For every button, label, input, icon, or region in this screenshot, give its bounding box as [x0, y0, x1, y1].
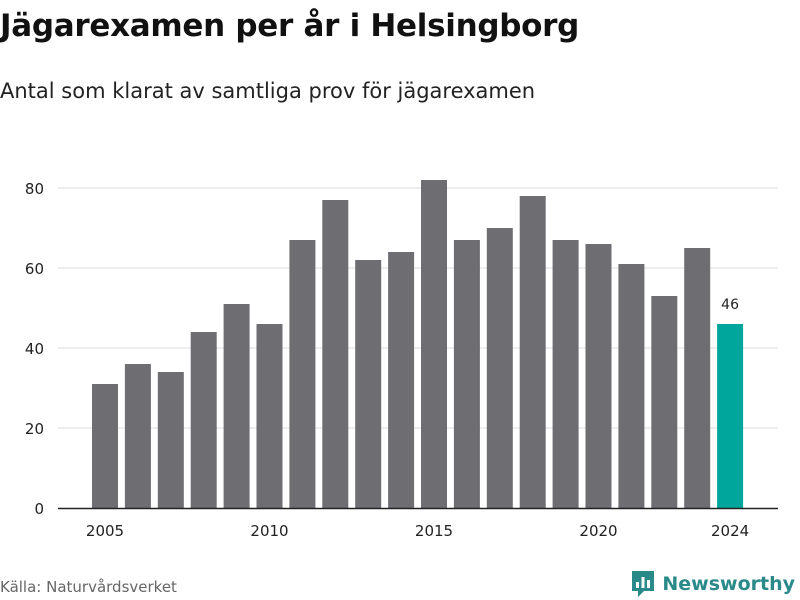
newsworthy-chart-logo-icon: [632, 571, 655, 597]
chart-subtitle: Antal som klarat av samtliga prov för jä…: [0, 79, 536, 103]
bar-2017: [486, 228, 513, 508]
chart-title: Jägarexamen per år i Helsingborg: [0, 8, 579, 44]
x-tick-label-2024: 2024: [711, 522, 749, 540]
bar-2020: [585, 244, 612, 508]
bar-2005: [92, 384, 118, 508]
bar-2008: [190, 332, 217, 508]
bars: [92, 180, 744, 508]
y-tick-label-80: 80: [25, 180, 44, 198]
data-label-2024: 46: [721, 297, 739, 313]
x-tick-label-2015: 2015: [415, 522, 453, 540]
bar-2007: [157, 372, 184, 508]
bar-2010: [256, 324, 283, 508]
x-tick-label-2005: 2005: [86, 522, 124, 540]
bar-2011: [289, 240, 316, 508]
brand-logo: Newsworthy: [630, 569, 795, 599]
x-axis-tick-labels: 2005 2010 2015 2020 2024: [86, 522, 749, 540]
y-tick-label-0: 0: [34, 500, 44, 518]
bar-2019: [552, 240, 579, 508]
y-axis-tick-labels: 0 20 40 60 80: [25, 180, 44, 518]
bar-2023: [684, 248, 711, 508]
bar-2015: [421, 180, 447, 508]
y-tick-label-20: 20: [25, 420, 44, 438]
bar-2013: [355, 260, 382, 508]
x-tick-label-2020: 2020: [579, 522, 617, 540]
bar-2022: [651, 296, 678, 508]
bar-2016: [453, 240, 480, 508]
bar-2021: [618, 264, 645, 508]
y-tick-label-60: 60: [25, 260, 44, 278]
bar-2024: [717, 324, 744, 508]
x-tick-label-2010: 2010: [250, 522, 288, 540]
bar-2012: [322, 200, 349, 508]
brand-name: Newsworthy: [662, 573, 795, 595]
data-labels: 46: [721, 297, 739, 313]
bar-2009: [223, 304, 250, 508]
bar-2006: [124, 364, 151, 508]
bar-2018: [519, 196, 546, 508]
y-tick-label-40: 40: [25, 340, 44, 358]
source-note: Källa: Naturvårdsverket: [0, 578, 177, 596]
bar-2014: [388, 252, 415, 508]
